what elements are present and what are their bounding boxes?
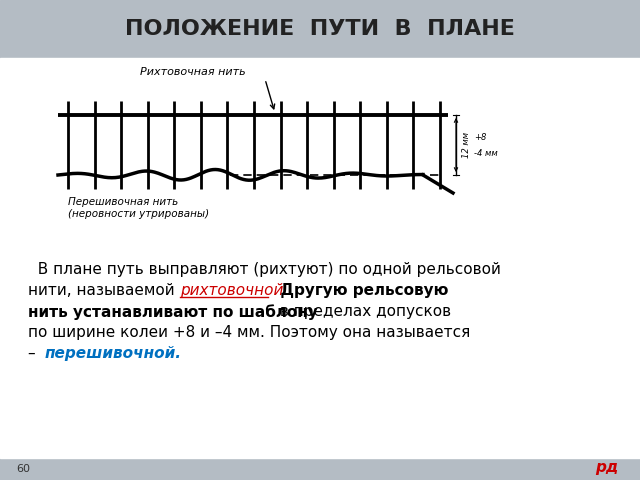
Text: нити, называемой: нити, называемой bbox=[28, 283, 189, 298]
Text: Другую рельсовую: Другую рельсовую bbox=[270, 283, 449, 298]
Text: +8: +8 bbox=[474, 132, 486, 142]
Text: Перешивочная нить
(неровности утрированы): Перешивочная нить (неровности утрированы… bbox=[68, 197, 209, 219]
Bar bbox=[0, 458, 640, 480]
Text: рд: рд bbox=[595, 460, 618, 475]
Bar bbox=[0, 58, 640, 458]
Text: ПОЛОЖЕНИЕ  ПУТИ  В  ПЛАНЕ: ПОЛОЖЕНИЕ ПУТИ В ПЛАНЕ bbox=[125, 19, 515, 39]
Text: -4 мм: -4 мм bbox=[474, 148, 498, 157]
Text: по ширине колеи +8 и –4 мм. Поэтому она называется: по ширине колеи +8 и –4 мм. Поэтому она … bbox=[28, 325, 470, 340]
Bar bbox=[0, 0, 640, 58]
Text: перешивочной.: перешивочной. bbox=[45, 346, 182, 361]
Text: 60: 60 bbox=[16, 464, 30, 474]
Text: –: – bbox=[28, 346, 40, 361]
Text: рихтовочной.: рихтовочной. bbox=[180, 283, 288, 298]
Text: нить устанавливают по шаблону: нить устанавливают по шаблону bbox=[28, 304, 317, 320]
Text: в пределах допусков: в пределах допусков bbox=[275, 304, 451, 319]
Text: В плане путь выправляют (рихтуют) по одной рельсовой: В плане путь выправляют (рихтуют) по одн… bbox=[28, 262, 501, 277]
Text: 12 мм: 12 мм bbox=[462, 132, 471, 158]
Text: Рихтовочная нить: Рихтовочная нить bbox=[140, 67, 246, 77]
